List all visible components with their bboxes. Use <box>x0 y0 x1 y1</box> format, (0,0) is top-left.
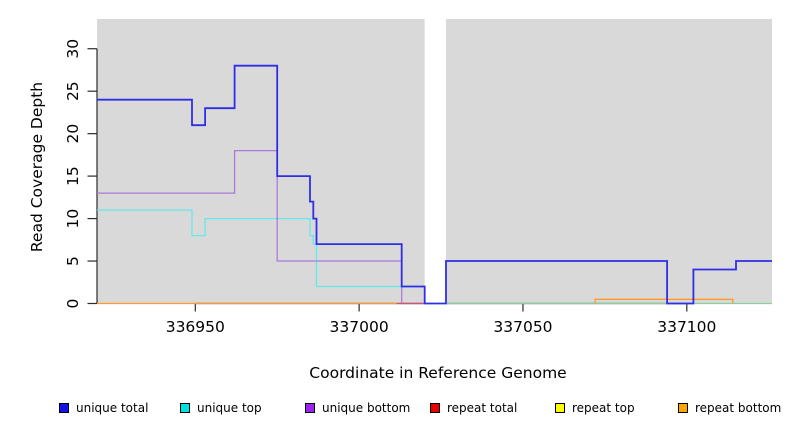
legend-label: unique total <box>76 401 149 415</box>
legend-item-repeat-top: repeat top <box>555 400 635 416</box>
legend-item-unique-top: unique top <box>180 400 262 416</box>
coverage-chart: 0 5 10 15 20 25 30 336950 337000 337050 337100 <box>64 18 772 336</box>
legend-swatch-repeat-total <box>430 403 440 413</box>
x-tick-label: 336950 <box>166 318 225 336</box>
legend-swatch-unique-top <box>180 403 190 413</box>
series-line-unique-top <box>97 209 426 304</box>
x-tick-label: 337100 <box>657 318 716 336</box>
series-line-unique-bottom <box>97 149 425 305</box>
legend-label: repeat top <box>572 401 635 415</box>
y-tick-label: 15 <box>64 166 82 186</box>
legend-item-unique-bottom: unique bottom <box>305 400 410 416</box>
y-tick-label: 10 <box>64 209 82 229</box>
legend-label: repeat total <box>447 401 518 415</box>
series-line-unique-total <box>97 64 772 305</box>
x-tick-label: 337050 <box>493 318 552 336</box>
legend-label: unique bottom <box>322 401 411 415</box>
y-tick-label: 5 <box>64 256 82 266</box>
chart-legend: unique total unique top unique bottom repea… <box>0 400 792 420</box>
coverage-gap-band <box>424 18 446 305</box>
legend-item-unique-total: unique total <box>59 400 148 416</box>
y-tick-label: 20 <box>64 124 82 144</box>
y-tick-label: 25 <box>64 81 82 101</box>
legend-item-repeat-total: repeat total <box>430 400 517 416</box>
legend-item-repeat-bottom: repeat bottom <box>678 400 781 416</box>
legend-swatch-unique-total <box>59 403 69 413</box>
legend-swatch-repeat-top <box>555 403 565 413</box>
x-axis-title: Coordinate in Reference Genome <box>309 364 567 382</box>
series-line-repeat-bottom <box>594 298 734 304</box>
legend-label: repeat bottom <box>695 401 782 415</box>
legend-swatch-repeat-bottom <box>678 403 688 413</box>
legend-label: unique top <box>197 401 262 415</box>
y-axis-title: Read Coverage Depth <box>28 81 46 253</box>
y-tick-label: 30 <box>64 39 82 59</box>
y-tick-label: 0 <box>64 299 82 309</box>
legend-swatch-unique-bottom <box>305 403 315 413</box>
x-tick-label: 337000 <box>330 318 389 336</box>
